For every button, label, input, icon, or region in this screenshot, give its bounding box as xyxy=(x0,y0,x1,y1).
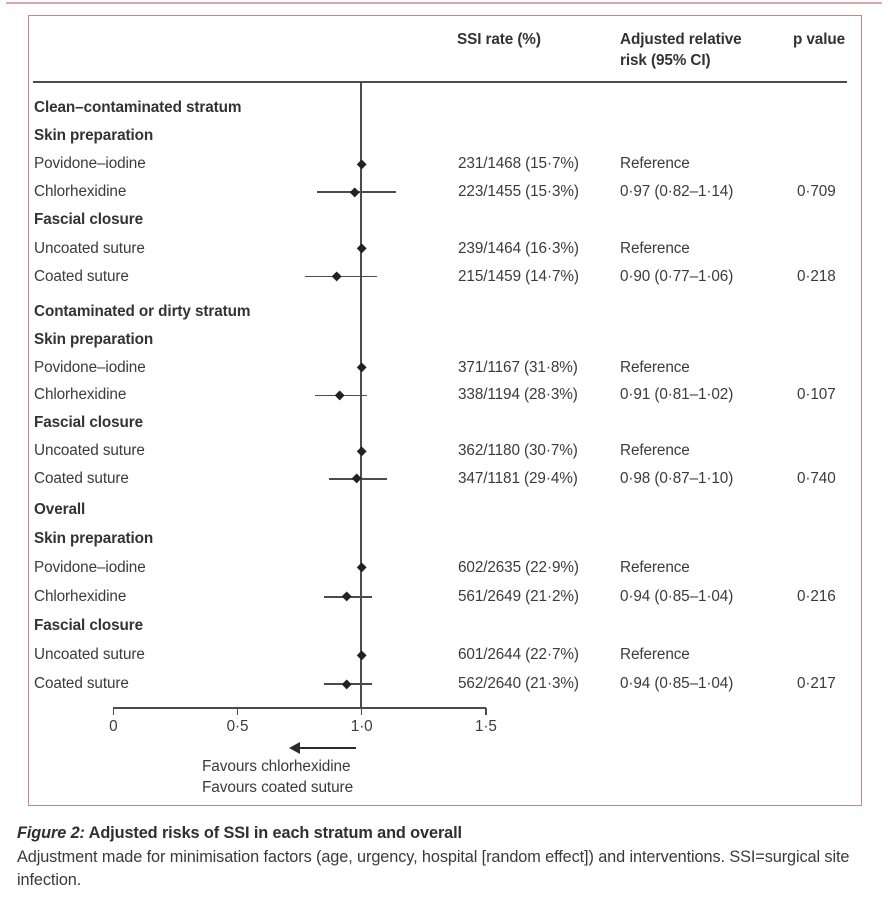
row-label: Coated suture xyxy=(34,470,129,488)
row-ssi-rate: 562/2640 (21·3%) xyxy=(458,675,579,693)
row-label: Overall xyxy=(34,501,86,518)
row-ssi-rate: 561/2649 (21·2%) xyxy=(458,588,579,606)
forest-plot-panel xyxy=(28,15,862,806)
figure-caption: Figure 2: Adjusted risks of SSI in each … xyxy=(17,822,871,893)
row-label: Skin preparation xyxy=(34,127,154,145)
row-label: Povidone–iodine xyxy=(34,155,146,173)
row-ssi-rate: 231/1468 (15·7%) xyxy=(458,155,579,173)
row-ssi-rate: 602/2635 (22·9%) xyxy=(458,559,579,577)
row-relative-risk: 0·94 (0·85–1·04) xyxy=(620,588,734,606)
row-ssi-rate: 347/1181 (29·4%) xyxy=(458,470,578,488)
row-label: Coated suture xyxy=(34,675,129,693)
row-label: Uncoated suture xyxy=(34,442,145,460)
row-label: Uncoated suture xyxy=(34,239,145,257)
page-top-divider xyxy=(6,2,882,4)
row-relative-risk: Reference xyxy=(620,646,690,664)
row-p-value: 0·740 xyxy=(797,470,836,488)
row-p-value: 0·217 xyxy=(797,675,836,693)
row-label: Contaminated or dirty stratum xyxy=(34,302,251,320)
row-relative-risk: Reference xyxy=(620,559,690,577)
x-axis-tick xyxy=(485,708,487,715)
row-label: Chlorhexidine xyxy=(34,183,127,201)
row-label: Povidone–iodine xyxy=(34,559,146,577)
row-p-value: 0·218 xyxy=(797,267,836,285)
row-p-value: 0·709 xyxy=(797,183,836,201)
row-label: Povidone–iodine xyxy=(34,358,146,376)
row-relative-risk: 0·94 (0·85–1·04) xyxy=(620,675,734,693)
x-axis-tick-label: 0·5 xyxy=(226,718,249,735)
row-relative-risk: 0·98 (0·87–1·10) xyxy=(620,470,734,488)
row-p-value: 0·216 xyxy=(797,588,836,606)
x-axis-tick xyxy=(112,708,115,715)
header-rule xyxy=(33,81,847,84)
column-header-adjusted-rr: Adjusted relative risk (95% CI) xyxy=(620,29,742,71)
row-label: Chlorhexidine xyxy=(34,588,127,606)
row-relative-risk: Reference xyxy=(620,239,690,257)
column-header-p-value: p value xyxy=(793,31,846,48)
row-relative-risk: Reference xyxy=(620,358,690,376)
x-axis-tick xyxy=(360,708,363,715)
x-axis-line xyxy=(113,707,486,709)
row-label: Fascial closure xyxy=(34,414,144,432)
figure-label: Figure 2: xyxy=(17,824,85,842)
favours-arrow-line xyxy=(299,747,356,749)
row-label: Uncoated suture xyxy=(34,646,145,664)
row-ssi-rate: 239/1464 (16·3%) xyxy=(458,239,579,257)
figure-title: Adjusted risks of SSI in each stratum an… xyxy=(84,824,462,842)
x-axis-tick-label: 1·0 xyxy=(350,718,373,735)
row-label: Chlorhexidine xyxy=(34,386,127,404)
favours-label-coated-suture: Favours coated suture xyxy=(202,779,354,796)
row-relative-risk: Reference xyxy=(620,155,690,173)
row-ssi-rate: 338/1194 (28·3%) xyxy=(458,386,578,404)
column-header-adjusted-rr-line1: Adjusted relative xyxy=(620,31,742,48)
row-ssi-rate: 215/1459 (14·7%) xyxy=(458,267,579,285)
row-label: Fascial closure xyxy=(34,617,144,635)
figure-caption-title-line: Figure 2: Adjusted risks of SSI in each … xyxy=(17,822,871,846)
row-label: Coated suture xyxy=(34,267,129,285)
favours-label-chlorhexidine: Favours chlorhexidine xyxy=(202,758,351,775)
row-ssi-rate: 371/1167 (31·8%) xyxy=(458,358,578,376)
row-relative-risk: Reference xyxy=(620,442,690,460)
favours-arrow-left-icon xyxy=(289,742,300,754)
row-ssi-rate: 223/1455 (15·3%) xyxy=(458,183,579,201)
row-relative-risk: 0·97 (0·82–1·14) xyxy=(620,183,734,201)
row-label: Skin preparation xyxy=(34,530,154,548)
row-label: Fascial closure xyxy=(34,211,144,229)
row-relative-risk: 0·90 (0·77–1·06) xyxy=(620,267,734,285)
row-ssi-rate: 362/1180 (30·7%) xyxy=(458,442,578,460)
column-header-ssi-rate: SSI rate (%) xyxy=(457,31,541,48)
row-p-value: 0·107 xyxy=(797,386,836,404)
row-label: Skin preparation xyxy=(34,330,154,348)
row-relative-risk: 0·91 (0·81–1·02) xyxy=(620,386,734,404)
x-axis-tick-label: 1·5 xyxy=(474,718,497,735)
row-label: Clean–contaminated stratum xyxy=(34,99,242,116)
x-axis-tick-label: 0 xyxy=(109,718,118,735)
figure-note: Adjustment made for minimisation factors… xyxy=(17,847,850,890)
x-axis-tick xyxy=(236,708,239,715)
row-ssi-rate: 601/2644 (22·7%) xyxy=(458,646,579,664)
column-header-adjusted-rr-line2: risk (95% CI) xyxy=(620,52,711,69)
